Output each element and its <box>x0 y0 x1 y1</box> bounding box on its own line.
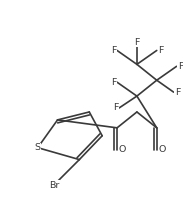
Text: Br: Br <box>49 181 60 190</box>
Text: O: O <box>118 145 126 154</box>
Text: F: F <box>111 78 117 87</box>
Text: F: F <box>113 103 119 112</box>
Text: S: S <box>35 143 41 152</box>
Text: F: F <box>111 46 117 55</box>
Text: F: F <box>158 46 163 55</box>
Text: F: F <box>178 62 183 71</box>
Text: O: O <box>158 145 165 154</box>
Text: F: F <box>134 38 140 47</box>
Text: F: F <box>175 88 180 97</box>
